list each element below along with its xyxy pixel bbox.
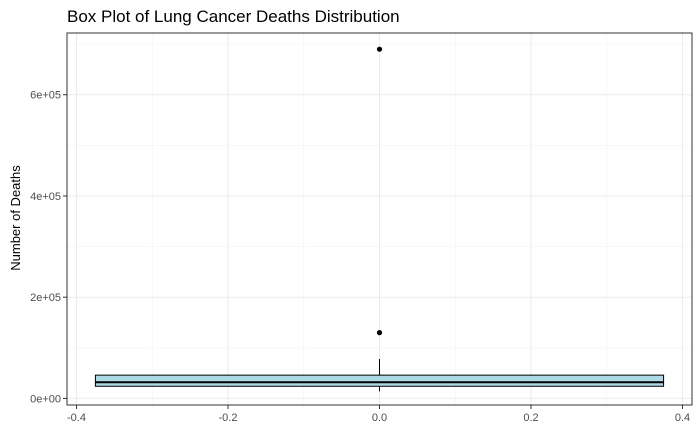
y-tick-label: 0e+00	[30, 393, 61, 405]
chart-title: Box Plot of Lung Cancer Deaths Distribut…	[67, 7, 400, 26]
y-axis-label: Number of Deaths	[8, 165, 23, 271]
y-tick-label: 6e+05	[30, 90, 61, 102]
x-tick-label: -0.2	[219, 412, 238, 424]
box-plot	[94, 46, 665, 392]
y-tick-label: 2e+05	[30, 292, 61, 304]
panel-border	[66, 32, 693, 406]
x-tick-label: 0.2	[523, 412, 538, 424]
x-tick-label: -0.4	[67, 412, 86, 424]
outlier-point	[376, 46, 383, 52]
x-tick-label: 0.4	[675, 412, 690, 424]
x-tick-label: 0.0	[372, 412, 387, 424]
outlier-point	[376, 330, 383, 336]
iqr-box	[94, 374, 665, 387]
grid	[67, 33, 692, 405]
y-tick-label: 4e+05	[30, 191, 61, 203]
axis-ticks: -0.4 -0.2 0.0 0.2 0.4 0e+00 2e+05 4e+05 6e+05	[30, 90, 690, 424]
